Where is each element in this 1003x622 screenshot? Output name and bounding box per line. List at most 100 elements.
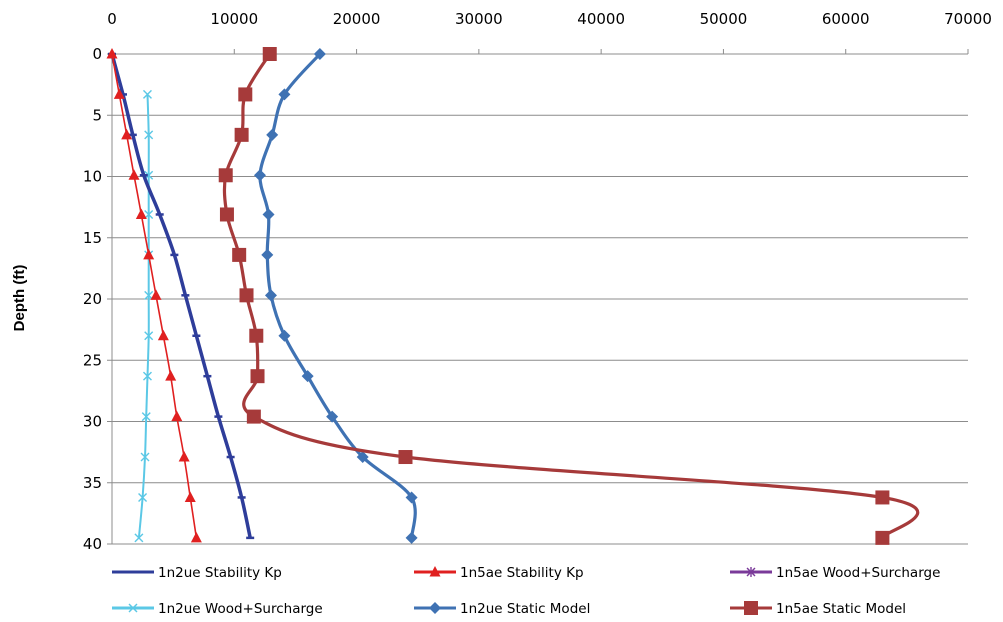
data-point bbox=[232, 247, 247, 262]
data-point bbox=[128, 169, 140, 180]
x-marker-stroke bbox=[138, 492, 148, 502]
data-point bbox=[143, 248, 155, 260]
data-point bbox=[278, 329, 291, 342]
data-point bbox=[278, 88, 291, 101]
data-point bbox=[266, 128, 279, 141]
series-5 bbox=[218, 47, 920, 545]
data-point bbox=[142, 371, 152, 381]
data-point bbox=[106, 48, 118, 59]
x-tick-label: 50000 bbox=[700, 10, 748, 28]
plot-area-series bbox=[106, 47, 920, 545]
y-tick-label: 30 bbox=[83, 413, 102, 431]
data-point bbox=[301, 370, 314, 383]
data-point bbox=[239, 288, 254, 303]
x-marker-stroke bbox=[144, 290, 154, 300]
legend-item: 1n2ue Wood+Surcharge bbox=[112, 601, 323, 617]
y-tick-label: 5 bbox=[92, 106, 102, 124]
data-point bbox=[250, 369, 265, 384]
data-point bbox=[246, 409, 261, 424]
legend-item: 1n5ae Stability Kp bbox=[414, 565, 584, 581]
y-tick-label: 10 bbox=[83, 168, 102, 186]
data-point bbox=[875, 490, 890, 505]
x-tick-label: 20000 bbox=[333, 10, 381, 28]
y-tick-label: 35 bbox=[83, 474, 102, 492]
data-point bbox=[134, 533, 144, 543]
x-tick-label: 30000 bbox=[455, 10, 503, 28]
data-point bbox=[262, 47, 277, 61]
series-1 bbox=[106, 48, 202, 543]
x-marker-stroke bbox=[141, 412, 151, 422]
data-point bbox=[234, 127, 249, 142]
y-axis-tick-labels: 0 5 10 15 20 25 30 35 40 bbox=[83, 45, 102, 553]
legend-item: 1n2ue Static Model bbox=[414, 601, 590, 617]
x-marker-stroke bbox=[140, 452, 150, 462]
y-tick-label: 20 bbox=[83, 290, 102, 308]
x-marker-stroke bbox=[134, 533, 144, 543]
x-tick-label: 70000 bbox=[944, 10, 992, 28]
series-line bbox=[137, 94, 150, 538]
x-tick-label: 40000 bbox=[577, 10, 625, 28]
x-marker-stroke bbox=[144, 331, 154, 341]
y-tick-label: 25 bbox=[83, 351, 102, 369]
series-line bbox=[110, 53, 252, 539]
legend-marker bbox=[128, 603, 138, 613]
legend-label: 1n5ae Stability Kp bbox=[460, 565, 584, 581]
data-point bbox=[113, 88, 125, 99]
data-point bbox=[313, 48, 326, 60]
legend-marker bbox=[746, 567, 756, 577]
data-point bbox=[356, 451, 369, 464]
data-point bbox=[262, 208, 275, 221]
data-point bbox=[135, 208, 147, 219]
data-point bbox=[144, 130, 154, 140]
legend-item: 1n2ue Stability Kp bbox=[112, 565, 282, 581]
legend-marker bbox=[429, 602, 441, 614]
data-point bbox=[326, 410, 339, 423]
data-point bbox=[264, 289, 277, 302]
data-point bbox=[141, 412, 151, 422]
data-point bbox=[398, 450, 413, 465]
x-marker-stroke bbox=[142, 371, 152, 381]
legend-marker bbox=[429, 566, 441, 577]
y-tick-label: 15 bbox=[83, 229, 102, 247]
x-tick-label: 0 bbox=[107, 10, 117, 28]
data-point bbox=[178, 451, 190, 462]
y-axis-label: Depth (ft) bbox=[11, 265, 28, 332]
series-3 bbox=[134, 89, 154, 543]
data-point bbox=[140, 452, 150, 462]
legend-label: 1n5ae Wood+Surcharge bbox=[776, 565, 940, 581]
x-tick-label: 60000 bbox=[822, 10, 870, 28]
x-tick-label: 10000 bbox=[210, 10, 258, 28]
data-point bbox=[253, 169, 266, 182]
data-point bbox=[144, 209, 154, 219]
x-marker-stroke bbox=[142, 89, 152, 99]
legend-label: 1n2ue Stability Kp bbox=[158, 565, 282, 581]
data-point bbox=[150, 289, 162, 300]
series-line bbox=[258, 52, 417, 539]
gridlines bbox=[107, 49, 969, 545]
data-point bbox=[144, 290, 154, 300]
x-marker-stroke bbox=[144, 209, 154, 219]
x-axis-tick-labels: 0 10000 20000 30000 40000 50000 60000 70000 bbox=[107, 10, 992, 28]
data-point bbox=[218, 168, 233, 183]
data-point bbox=[138, 492, 148, 502]
data-point bbox=[405, 531, 418, 544]
series-line bbox=[222, 53, 920, 539]
data-point bbox=[261, 248, 274, 261]
legend-item: 1n5ae Wood+Surcharge bbox=[730, 565, 940, 581]
data-point bbox=[238, 87, 253, 102]
data-point bbox=[875, 530, 890, 545]
data-point bbox=[165, 370, 177, 381]
y-tick-label: 0 bbox=[92, 45, 102, 63]
legend-marker bbox=[744, 601, 758, 615]
data-point bbox=[405, 491, 418, 504]
x-marker-stroke bbox=[128, 603, 138, 613]
legend-label: 1n5ae Static Model bbox=[776, 601, 906, 617]
data-point bbox=[249, 328, 264, 343]
data-point bbox=[184, 491, 196, 502]
data-point bbox=[121, 128, 133, 140]
series-4 bbox=[253, 48, 418, 544]
x-marker-stroke bbox=[144, 130, 154, 140]
legend: 1n2ue Stability Kp 1n5ae Stability Kp 1n5a… bbox=[112, 565, 940, 617]
legend-item: 1n5ae Static Model bbox=[730, 601, 906, 617]
data-point bbox=[144, 331, 154, 341]
